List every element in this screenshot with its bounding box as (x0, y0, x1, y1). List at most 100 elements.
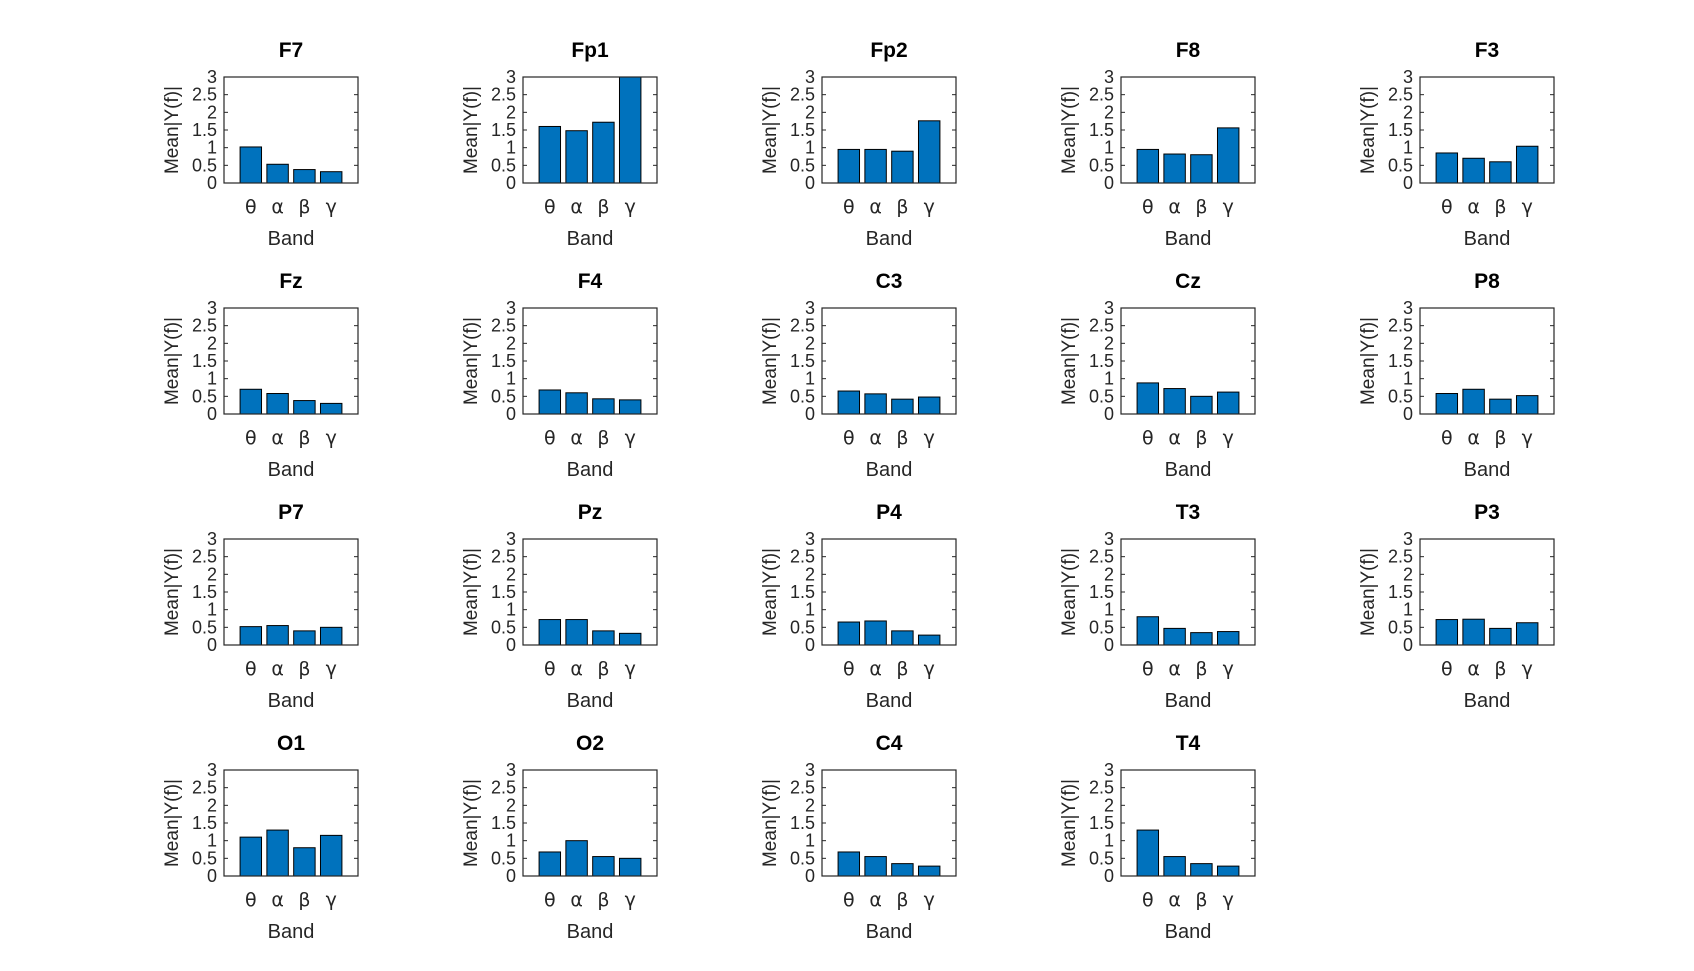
x-tick-label: θ (843, 196, 855, 218)
x-tick-label: β (1195, 658, 1207, 680)
bar-4 (1216, 631, 1240, 646)
y-tick-label: 2.5 (790, 85, 815, 105)
x-tick-label: γ (1223, 196, 1234, 218)
x-tick-label: α (271, 658, 284, 680)
bar-2 (565, 392, 588, 415)
x-tick-label: γ (625, 658, 636, 680)
x-tick-label: θ (245, 658, 257, 680)
x-tick-label: γ (1223, 889, 1234, 911)
x-tick-label: β (597, 658, 609, 680)
y-tick-label: 2 (805, 333, 815, 353)
bar-2 (1163, 627, 1186, 646)
x-tick-label: α (869, 427, 882, 449)
y-tick-label: 3 (207, 529, 217, 549)
bar-4 (1515, 395, 1539, 415)
y-tick-label: 0.5 (1089, 155, 1114, 175)
y-tick-label: 2.5 (1089, 316, 1114, 336)
x-tick-label: β (597, 427, 609, 449)
y-tick-label: 2 (506, 102, 516, 122)
x-tick-label: β (896, 658, 908, 680)
y-tick-label: 3 (1104, 529, 1114, 549)
y-tick-label: 0 (506, 635, 516, 655)
x-axis-label: Band (567, 690, 614, 712)
x-tick-label: α (271, 196, 284, 218)
y-tick-label: 1.5 (1089, 813, 1114, 833)
y-tick-label: 3 (805, 298, 815, 318)
y-tick-label: 1.5 (491, 120, 516, 140)
subplot-o2: O2 θ α β γ 00.511.522.53 Band Mean|Y(f)| (461, 732, 658, 943)
x-tick-label: α (570, 889, 583, 911)
subplot-title: F4 (578, 270, 603, 293)
y-tick-label: 1 (207, 369, 217, 389)
x-tick-label: θ (1142, 658, 1154, 680)
y-tick-label: 2 (1403, 333, 1413, 353)
subplot-fp1: Fp1 θ α β γ 00.511.522.53 Band Mean|Y(f)| (461, 39, 658, 250)
y-tick-label: 1.5 (790, 582, 815, 602)
y-tick-label: 1.5 (1388, 120, 1413, 140)
bar-2 (266, 829, 289, 877)
x-tick-label: α (570, 658, 583, 680)
subplot-f8: F8 θ α β γ 00.511.522.53 Band Mean|Y(f)| (1059, 39, 1256, 250)
subplot-p8: P8 θ α β γ 00.511.522.53 Band Mean|Y(f)| (1358, 270, 1555, 481)
y-tick-label: 0 (1104, 635, 1114, 655)
y-tick-label: 1 (506, 369, 516, 389)
x-tick-label: α (570, 427, 583, 449)
y-tick-label: 2 (1104, 102, 1114, 122)
bar-3 (891, 630, 914, 646)
y-tick-label: 3 (1104, 298, 1114, 318)
x-tick-label: α (869, 889, 882, 911)
y-tick-label: 2.5 (1388, 547, 1413, 567)
y-tick-label: 3 (1403, 529, 1413, 549)
subplot-title: F7 (279, 39, 304, 62)
y-tick-label: 0 (805, 635, 815, 655)
y-tick-label: 0.5 (192, 155, 217, 175)
y-axis-label: Mean|Y(f)| (760, 86, 781, 174)
bar-1 (837, 390, 861, 415)
x-axis-label: Band (866, 228, 913, 250)
x-axis-label: Band (268, 459, 315, 481)
x-tick-label: θ (544, 196, 556, 218)
x-tick-label: γ (1522, 658, 1533, 680)
x-tick-label: β (896, 889, 908, 911)
y-tick-label: 0.5 (1089, 848, 1114, 868)
y-tick-label: 2.5 (192, 85, 217, 105)
y-tick-label: 1.5 (1388, 351, 1413, 371)
y-tick-label: 2.5 (1089, 85, 1114, 105)
bar-1 (1136, 829, 1160, 877)
y-tick-label: 2.5 (491, 316, 516, 336)
y-axis-label: Mean|Y(f)| (1059, 317, 1080, 405)
y-tick-label: 0.5 (790, 386, 815, 406)
y-tick-label: 2 (1104, 564, 1114, 584)
bar-3 (592, 856, 615, 877)
y-tick-label: 1.5 (1089, 120, 1114, 140)
y-tick-label: 1.5 (491, 813, 516, 833)
y-tick-label: 0.5 (790, 848, 815, 868)
y-tick-label: 1 (506, 831, 516, 851)
y-tick-label: 2.5 (192, 316, 217, 336)
subplot-t3: T3 θ α β γ 00.511.522.53 Band Mean|Y(f)| (1059, 501, 1256, 712)
x-tick-label: α (869, 658, 882, 680)
subplot-f7: F7 θ α β γ 00.511.522.53 Band Mean|Y(f)| (162, 39, 359, 250)
subplot-title: F3 (1475, 39, 1500, 62)
y-tick-label: 1 (506, 138, 516, 158)
subplot-f3: F3 θ α β γ 00.511.522.53 Band Mean|Y(f)| (1358, 39, 1555, 250)
y-tick-label: 3 (805, 760, 815, 780)
y-axis-label: Mean|Y(f)| (1358, 86, 1379, 174)
x-tick-label: β (597, 889, 609, 911)
x-axis-label: Band (1165, 459, 1212, 481)
x-axis-label: Band (1464, 459, 1511, 481)
subplot-title: P4 (876, 501, 902, 524)
y-axis-label: Mean|Y(f)| (461, 86, 482, 174)
x-tick-label: β (1195, 196, 1207, 218)
subplot-fp2: Fp2 θ α β γ 00.511.522.53 Band Mean|Y(f)| (760, 39, 957, 250)
bar-3 (1489, 398, 1512, 415)
bar-3 (1489, 627, 1512, 646)
x-tick-label: β (1494, 427, 1506, 449)
y-tick-label: 1.5 (491, 351, 516, 371)
x-axis-label: Band (1464, 690, 1511, 712)
bar-2 (864, 856, 887, 877)
bar-1 (837, 851, 861, 877)
x-axis-label: Band (268, 228, 315, 250)
y-tick-label: 1 (1104, 831, 1114, 851)
